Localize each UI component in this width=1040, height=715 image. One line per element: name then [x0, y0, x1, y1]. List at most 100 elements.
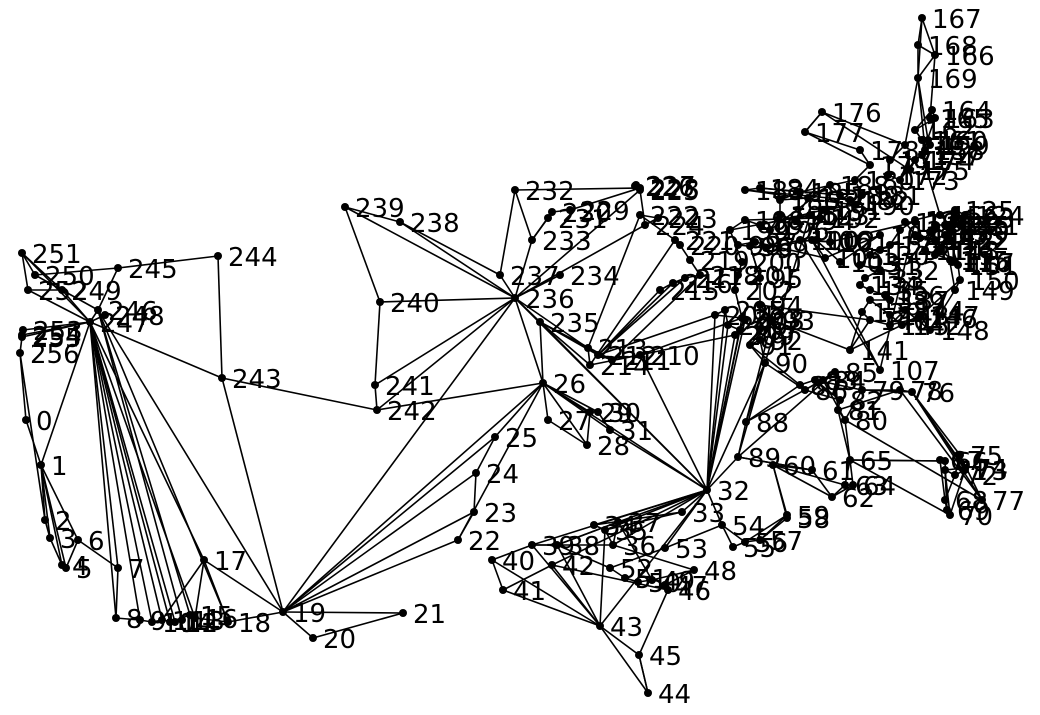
node-dot-49	[648, 576, 656, 584]
node-label-31: 31	[620, 417, 653, 447]
node-dot-209	[731, 331, 739, 339]
edge-18-19	[227, 611, 284, 623]
node-16: 16	[191, 605, 238, 635]
node-label-147: 147	[930, 302, 980, 332]
node-81: 81	[834, 397, 881, 427]
node-dot-91	[746, 341, 754, 349]
node-27: 27	[544, 407, 591, 437]
node-dot-228	[636, 184, 644, 192]
node-dot-128	[886, 241, 894, 249]
node-dot-14	[166, 618, 174, 626]
node-label-156: 156	[950, 202, 1000, 232]
node-dot-171	[886, 156, 894, 164]
node-dot-234	[556, 271, 564, 279]
node-41: 41	[499, 577, 546, 607]
edge-247-8	[89, 321, 117, 619]
edge-249-247	[61, 289, 91, 323]
node-label-17: 17	[214, 547, 247, 577]
node-label-243: 243	[232, 365, 282, 395]
node-dot-27	[544, 416, 552, 424]
node-dot-77	[978, 496, 986, 504]
edge-125-126	[914, 209, 956, 221]
node-dot-176	[818, 108, 826, 116]
node-label-40: 40	[502, 547, 535, 577]
edge-27-28	[547, 419, 588, 446]
edge-239-236	[344, 206, 516, 299]
node-203: 203	[738, 305, 802, 335]
node-dot-188	[826, 181, 834, 189]
node-dot-197	[756, 221, 764, 229]
node-252: 252	[24, 277, 88, 307]
node-dot-235	[536, 318, 544, 326]
node-label-241: 241	[385, 372, 435, 402]
edge-212-217	[597, 277, 686, 356]
node-label-162: 162	[925, 117, 975, 147]
node-133: 133	[861, 265, 925, 295]
edge-39-40	[491, 544, 533, 561]
edge-20-21	[312, 612, 404, 639]
node-dot-80	[841, 416, 849, 424]
edge-138-143	[869, 299, 891, 316]
node-dot-42	[548, 561, 556, 569]
node-dot-82	[836, 396, 844, 404]
node-87: 87	[796, 372, 843, 402]
edge-241-240	[374, 301, 381, 386]
node-dot-51	[621, 574, 629, 582]
node-label-196: 196	[780, 217, 830, 247]
node-64: 64	[849, 472, 896, 502]
node-174: 174	[911, 147, 975, 177]
edge-19-26	[282, 382, 544, 613]
node-label-70: 70	[960, 502, 993, 532]
node-28: 28	[583, 432, 630, 462]
edge-3-4	[49, 537, 63, 566]
node-193: 193	[806, 202, 870, 232]
node-dot-198	[741, 216, 749, 224]
node-dot-167	[918, 14, 926, 22]
node-label-218: 218	[710, 262, 760, 292]
node-180: 180	[851, 167, 915, 197]
node-dot-141	[846, 346, 854, 354]
node-label-16: 16	[205, 605, 238, 635]
edge-247-16	[89, 321, 196, 619]
node-164: 164	[928, 97, 992, 127]
node-label-179: 179	[880, 152, 930, 182]
edge-229-228	[569, 187, 641, 211]
node-label-174: 174	[925, 147, 975, 177]
node-label-73: 73	[975, 457, 1008, 487]
node-dot-232	[511, 186, 519, 194]
node-dot-182	[846, 196, 854, 204]
node-50: 50	[634, 569, 681, 599]
edge-41-43	[502, 589, 601, 627]
node-32: 32	[703, 477, 750, 507]
edge-19-21	[282, 611, 404, 614]
edge-32-89	[706, 456, 739, 491]
node-dot-109	[901, 218, 909, 226]
edge-26-27	[542, 382, 549, 421]
node-dot-41	[499, 586, 507, 594]
edge-251-250	[21, 252, 36, 276]
edge-60-62	[772, 464, 833, 498]
edge-240-239	[344, 206, 381, 303]
edge-241-236	[374, 297, 516, 386]
node-label-225: 225	[650, 177, 700, 207]
node-74: 74	[961, 455, 1008, 485]
edge-140-141	[849, 319, 871, 351]
node-dot-180	[851, 176, 859, 184]
node-dot-179	[866, 161, 874, 169]
node-label-95: 95	[770, 265, 803, 295]
node-179: 179	[866, 152, 930, 182]
node-label-248: 248	[115, 302, 165, 332]
node-225: 225	[636, 177, 700, 207]
node-197: 197	[756, 212, 820, 242]
node-dot-256	[16, 349, 24, 357]
node-dot-132	[876, 266, 884, 274]
node-label-217: 217	[695, 265, 745, 295]
edge-225-224	[639, 189, 646, 226]
node-label-221: 221	[685, 227, 735, 257]
node-dot-250	[31, 271, 39, 279]
node-label-72: 72	[965, 462, 998, 492]
node-label-214: 214	[600, 352, 650, 382]
node-label-148: 148	[940, 317, 990, 347]
node-dot-208	[741, 316, 749, 324]
node-dot-164	[928, 106, 936, 114]
